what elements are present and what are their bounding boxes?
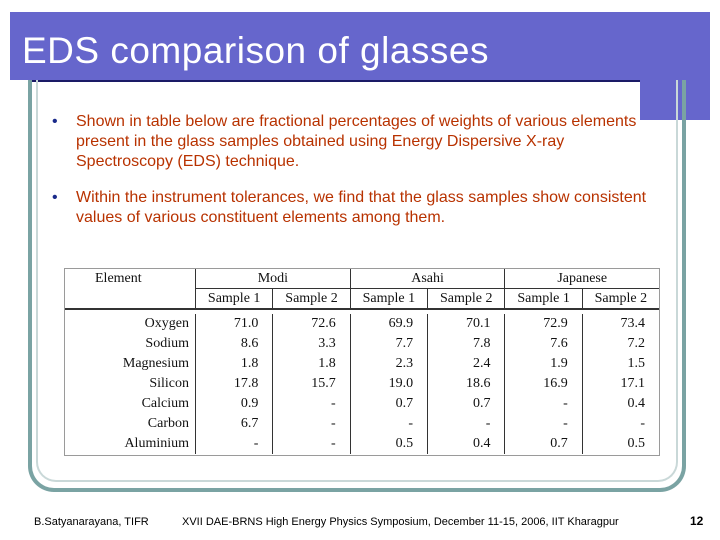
title-underline	[32, 80, 640, 92]
table-row: Calcium 0.9 - 0.7 0.7 - 0.4	[65, 394, 659, 414]
table-row: Sodium 8.6 3.3 7.7 7.8 7.6 7.2	[65, 334, 659, 354]
value-cell: 19.0	[349, 374, 428, 394]
element-name: Sodium	[145, 336, 189, 351]
value-cell: 0.4	[427, 434, 505, 454]
value-cell: 71.0	[194, 314, 273, 334]
value-cell: 18.6	[427, 374, 505, 394]
content-inner-frame	[36, 80, 678, 482]
element-name: Oxygen	[144, 316, 189, 331]
value-cell: 7.6	[504, 334, 583, 354]
value-cell: 15.7	[272, 374, 351, 394]
title-bar	[10, 12, 710, 80]
element-name: Magnesium	[122, 356, 189, 371]
value-cell: -	[427, 414, 505, 434]
sample-header: Sample 1	[194, 288, 273, 309]
element-name: Calcium	[141, 396, 189, 411]
value-cell: 16.9	[504, 374, 583, 394]
value-cell: 0.7	[427, 394, 505, 414]
element-name: Silicon	[149, 376, 189, 391]
group-header-asahi: Asahi	[349, 269, 505, 289]
value-cell: -	[194, 434, 273, 454]
value-cell: 17.1	[581, 374, 659, 394]
value-cell: 7.7	[349, 334, 428, 354]
value-cell: 17.8	[194, 374, 273, 394]
content-frame	[28, 80, 686, 492]
value-cell: 7.8	[427, 334, 505, 354]
sample-header: Sample 2	[581, 288, 659, 309]
bullet-2-text: Within the instrument tolerances, we fin…	[76, 189, 647, 226]
value-cell: -	[272, 414, 351, 434]
value-cell: -	[504, 414, 583, 434]
value-cell: 0.7	[349, 394, 428, 414]
value-cell: -	[349, 414, 428, 434]
value-cell: 1.8	[272, 354, 351, 374]
value-cell: -	[581, 414, 659, 434]
footer-event: XVII DAE-BRNS High Energy Physics Sympos…	[182, 516, 619, 528]
empty-header-cell	[65, 289, 196, 309]
value-cell: 3.3	[272, 334, 351, 354]
slide-title: EDS comparison of glasses	[22, 30, 489, 71]
bullet-1: • Shown in table below are fractional pe…	[52, 112, 652, 172]
footer-author: B.Satyanarayana, TIFR	[34, 516, 149, 528]
value-cell: 69.9	[349, 314, 428, 334]
table-row: Aluminium - - 0.5 0.4 0.7 0.5	[65, 434, 659, 454]
value-cell: 0.7	[504, 434, 583, 454]
value-cell: -	[272, 394, 351, 414]
value-cell: -	[272, 434, 351, 454]
value-cell: 0.5	[349, 434, 428, 454]
value-cell: 1.5	[581, 354, 659, 374]
value-cell: 2.4	[427, 354, 505, 374]
bullet-dot-icon: •	[52, 113, 58, 130]
value-cell: 0.5	[581, 434, 659, 454]
value-cell: 70.1	[427, 314, 505, 334]
value-cell: 7.2	[581, 334, 659, 354]
value-cell: 0.4	[581, 394, 659, 414]
table-row: Oxygen 71.0 72.6 69.9 70.1 72.9 73.4	[65, 314, 659, 334]
element-name: Aluminium	[124, 436, 189, 451]
sample-header: Sample 2	[272, 288, 351, 309]
table-row: Magnesium 1.8 1.8 2.3 2.4 1.9 1.5	[65, 354, 659, 374]
bullet-2: • Within the instrument tolerances, we f…	[52, 188, 652, 228]
group-header-japanese: Japanese	[504, 269, 659, 289]
eds-table: Element Modi Asahi Japanese Sample 1 Sam…	[64, 268, 660, 456]
table-row: Carbon 6.7 - - - - -	[65, 414, 659, 434]
value-cell: -	[504, 394, 583, 414]
bullet-1-text: Shown in table below are fractional perc…	[76, 113, 637, 170]
sample-header: Sample 1	[349, 288, 428, 309]
page-number: 12	[690, 514, 704, 528]
value-cell: 8.6	[194, 334, 273, 354]
value-cell: 0.9	[194, 394, 273, 414]
sample-header: Sample 2	[427, 288, 505, 309]
value-cell: 2.3	[349, 354, 428, 374]
value-cell: 72.9	[504, 314, 583, 334]
group-header-modi: Modi	[195, 269, 351, 289]
element-name: Carbon	[147, 416, 189, 431]
value-cell: 1.9	[504, 354, 583, 374]
value-cell: 72.6	[272, 314, 351, 334]
value-cell: 1.8	[194, 354, 273, 374]
bullet-dot-icon: •	[52, 189, 58, 206]
element-header: Element	[95, 270, 142, 286]
table-row: Silicon 17.8 15.7 19.0 18.6 16.9 17.1	[65, 374, 659, 394]
value-cell: 6.7	[194, 414, 273, 434]
sample-header: Sample 1	[504, 288, 583, 309]
value-cell: 73.4	[581, 314, 659, 334]
